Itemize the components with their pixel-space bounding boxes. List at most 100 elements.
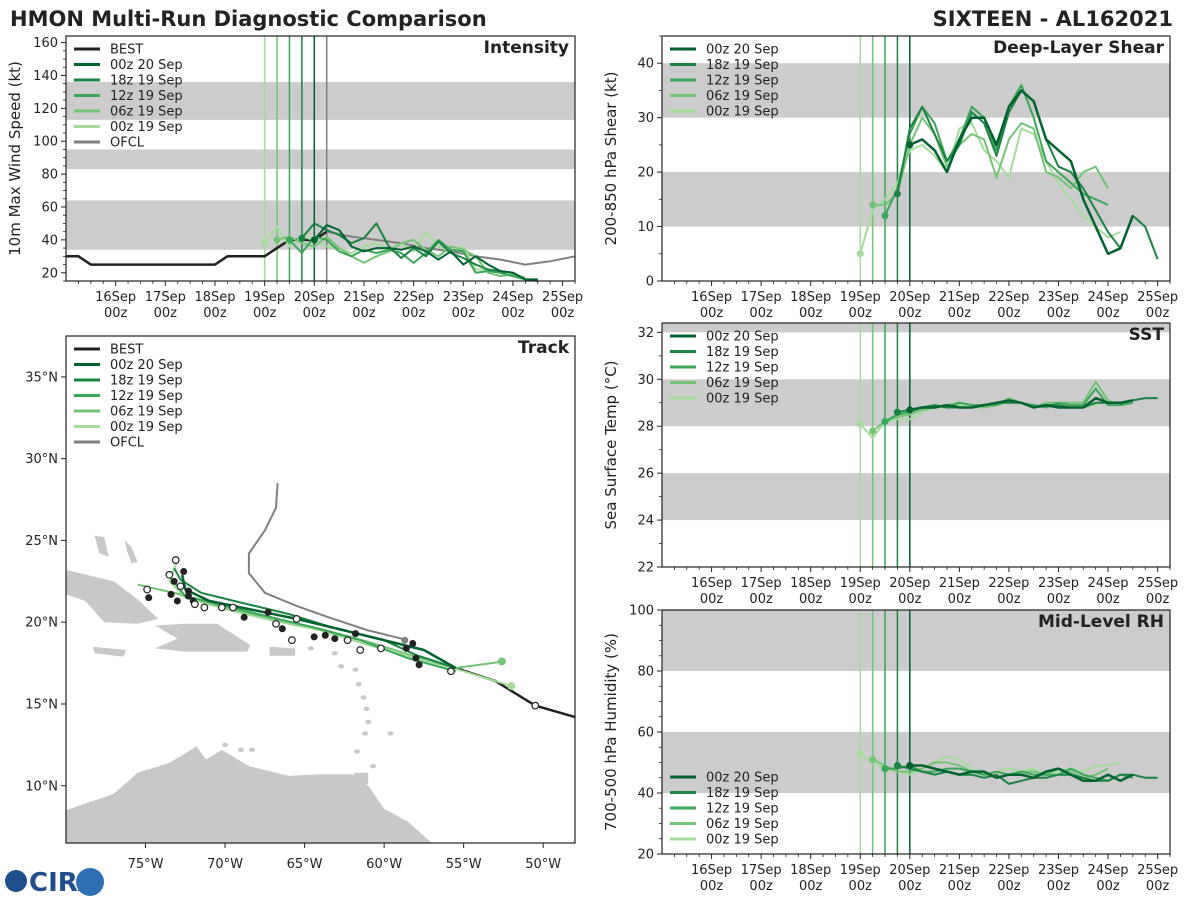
legend-label: 06z 19 Sep xyxy=(706,817,779,832)
x-tick-label-time: 00z xyxy=(501,306,525,321)
track-point-solid xyxy=(167,590,175,598)
track-12z-19-sep xyxy=(168,575,456,673)
andros-landmass xyxy=(124,540,138,564)
legend-label: 06z 19 Sep xyxy=(110,405,183,420)
x-tick-label-date: 16Sep xyxy=(95,290,136,305)
track-point-open xyxy=(287,636,296,645)
x-tick-label-time: 00z xyxy=(1096,879,1120,894)
x-tick-label-time: 00z xyxy=(402,306,426,321)
x-tick-label-date: 24Sep xyxy=(1088,576,1129,591)
x-tick-label-date: 18Sep xyxy=(194,290,235,305)
legend-label: 00z 19 Sep xyxy=(706,105,779,120)
lesser-antilles-island xyxy=(331,651,338,656)
lon-tick-label: 65°W xyxy=(287,857,323,872)
x-tick-label-time: 00z xyxy=(898,306,922,321)
series-start-point xyxy=(906,141,914,149)
track-point-open xyxy=(176,582,185,591)
lesser-antilles-island xyxy=(249,747,256,752)
x-tick-label-date: 19Sep xyxy=(840,290,881,305)
x-tick-label-time: 00z xyxy=(1047,879,1071,894)
x-tick-label-date: 19Sep xyxy=(840,863,881,878)
lon-tick-label: 60°W xyxy=(366,857,402,872)
lesser-antilles-island xyxy=(369,763,376,769)
legend-label: 12z 19 Sep xyxy=(110,389,183,404)
x-tick-label-time: 00z xyxy=(1096,592,1120,607)
x-tick-label-time: 00z xyxy=(1146,306,1170,321)
x-tick-label-time: 00z xyxy=(303,306,327,321)
series-start-point xyxy=(893,190,901,198)
y-tick-label: 80 xyxy=(637,665,654,680)
x-tick-label-date: 21Sep xyxy=(939,576,980,591)
x-tick-label-time: 00z xyxy=(948,592,972,607)
legend-label: 18z 19 Sep xyxy=(110,374,183,389)
x-tick-label-time: 00z xyxy=(948,306,972,321)
legend-label: 00z 20 Sep xyxy=(706,43,779,58)
x-tick-label-time: 00z xyxy=(700,306,724,321)
y-tick-label: 40 xyxy=(41,233,58,248)
track-point-solid xyxy=(170,577,178,585)
noaa-seal-icon xyxy=(76,868,104,896)
track-point-solid xyxy=(184,592,192,600)
y-tick-label: 100 xyxy=(629,604,654,619)
track-point-open xyxy=(190,600,199,609)
track-point-open xyxy=(356,646,365,654)
x-tick-label-time: 00z xyxy=(849,306,873,321)
track-point-open xyxy=(217,603,226,612)
intensity-ylabel: 10m Max Wind Speed (kt) xyxy=(6,61,24,256)
sst-title: SST xyxy=(1129,325,1165,345)
series-00z-20-sep xyxy=(909,89,1134,256)
x-tick-label-date: 16Sep xyxy=(691,576,732,591)
series-start-point xyxy=(273,236,281,244)
y-tick-label: 0 xyxy=(646,275,654,290)
x-tick-label-date: 22Sep xyxy=(988,290,1029,305)
cira-logo: CIRA xyxy=(5,868,104,898)
lat-tick-label: 15°N xyxy=(25,697,58,712)
y-tick-label: 120 xyxy=(33,102,58,117)
x-tick-label-date: 20Sep xyxy=(889,290,930,305)
jamaica-landmass xyxy=(93,646,127,657)
ofcl-point xyxy=(401,636,409,644)
x-tick-label-time: 00z xyxy=(1096,306,1120,321)
legend-label: 06z 19 Sep xyxy=(110,105,183,120)
x-tick-label-date: 18Sep xyxy=(790,576,831,591)
series-start-point xyxy=(881,212,889,220)
legend-label: BEST xyxy=(110,343,143,358)
track-map xyxy=(66,483,575,843)
track-point-open xyxy=(292,615,301,623)
series-06z-19-sep xyxy=(872,116,1109,206)
legend-label: OFCL xyxy=(110,136,145,151)
y-tick-label: 40 xyxy=(637,57,654,72)
plot-frame xyxy=(661,35,1171,282)
plot-frame xyxy=(661,322,1171,568)
track-point-solid xyxy=(409,639,417,647)
x-tick-label-time: 00z xyxy=(898,592,922,607)
x-tick-label-time: 00z xyxy=(898,879,922,894)
lesser-antilles-island xyxy=(363,706,370,712)
x-tick-label-date: 17Sep xyxy=(145,290,186,305)
track-ofcl xyxy=(247,483,409,642)
x-tick-label-time: 00z xyxy=(104,306,128,321)
shaded-band xyxy=(662,323,1170,333)
x-tick-label-time: 00z xyxy=(849,592,873,607)
y-tick-label: 100 xyxy=(33,135,58,150)
legend-label: 18z 19 Sep xyxy=(706,345,779,360)
y-tick-label: 140 xyxy=(33,69,58,84)
track-point-open xyxy=(165,570,174,579)
track-point-solid xyxy=(278,625,286,633)
hispaniola-landmass xyxy=(155,623,251,652)
x-tick-label-date: 20Sep xyxy=(889,576,930,591)
lesser-antilles-island xyxy=(307,646,314,651)
track-point-open xyxy=(531,701,540,710)
track-18z-19-sep xyxy=(173,567,457,669)
sst-ylabel: Sea Surface Temp (°C) xyxy=(602,360,620,529)
shear-title: Deep-Layer Shear xyxy=(993,38,1164,58)
shaded-band xyxy=(662,473,1170,521)
x-tick-label-time: 00z xyxy=(948,879,972,894)
south-america-landmass xyxy=(66,746,432,843)
storm-id-title: SIXTEEN - AL162021 xyxy=(933,7,1173,31)
x-tick-label-date: 25Sep xyxy=(1137,576,1178,591)
shaded-band xyxy=(66,82,575,120)
x-tick-label-date: 16Sep xyxy=(691,863,732,878)
x-tick-label-date: 21Sep xyxy=(939,290,980,305)
x-tick-label-time: 00z xyxy=(253,306,277,321)
